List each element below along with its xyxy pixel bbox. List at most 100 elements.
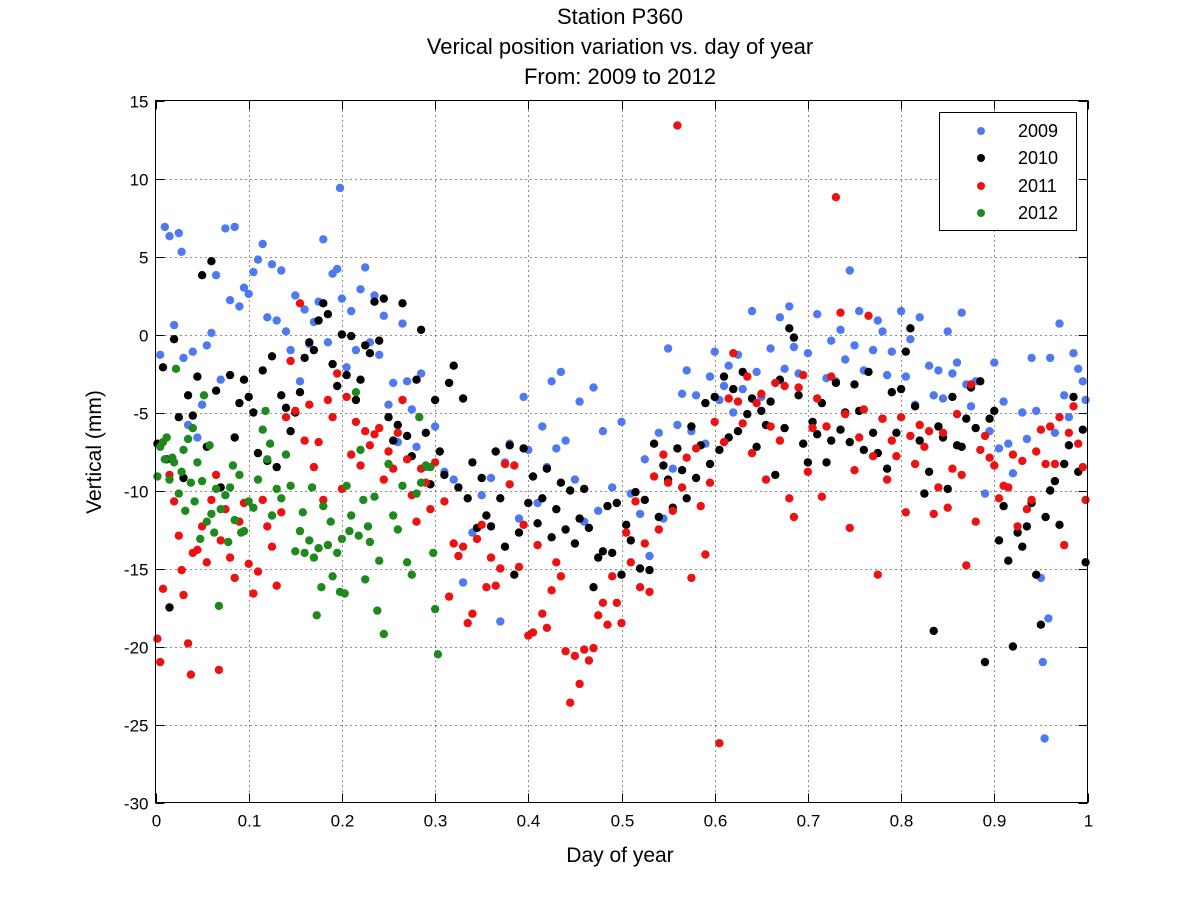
data-point-2012 [272, 484, 281, 494]
data-point-2009 [752, 367, 761, 377]
data-point-2012 [281, 450, 291, 459]
data-point-2010 [188, 411, 197, 420]
data-point-2011 [510, 461, 519, 470]
series-2012 [153, 364, 443, 659]
y-tick-label: 10 [130, 171, 149, 190]
data-point-2009 [719, 381, 729, 391]
legend-marker-2010 [977, 154, 985, 162]
data-point-2011 [901, 508, 910, 517]
data-point-2009 [221, 224, 230, 233]
data-point-2010 [566, 486, 575, 495]
data-point-2011 [626, 558, 635, 567]
data-point-2009 [896, 306, 906, 316]
data-point-2011 [654, 525, 663, 534]
data-point-2012 [177, 467, 186, 476]
legend: 2009 2010 2011 2012 [939, 112, 1077, 231]
data-point-2011 [868, 452, 878, 461]
data-point-2010 [603, 501, 612, 511]
data-point-2010 [766, 397, 775, 406]
data-point-2011 [556, 572, 566, 581]
data-point-2011 [300, 436, 309, 445]
data-point-2011 [663, 478, 673, 487]
legend-marker-2011 [977, 182, 985, 190]
data-point-2010 [673, 444, 682, 453]
data-point-2010 [477, 473, 486, 483]
data-point-2011 [715, 739, 724, 748]
data-point-2011 [375, 423, 384, 433]
data-point-2011 [603, 620, 612, 629]
data-point-2009 [1040, 734, 1049, 743]
data-point-2010 [375, 336, 384, 345]
data-point-2011 [673, 121, 682, 130]
chart-title-line-2: Verical position variation vs. day of ye… [427, 34, 813, 59]
data-point-2012 [412, 489, 421, 498]
data-point-2011 [440, 497, 449, 506]
data-point-2010 [314, 316, 323, 325]
data-point-2011 [491, 581, 500, 590]
series-2010 [153, 257, 1090, 667]
data-point-2012 [319, 501, 328, 511]
data-point-2011 [351, 417, 361, 427]
data-point-2011 [710, 417, 719, 427]
data-point-2011 [677, 483, 687, 492]
data-point-2010 [896, 384, 906, 394]
data-point-2011 [882, 475, 892, 484]
data-point-2009 [347, 306, 356, 316]
data-point-2012 [221, 491, 230, 500]
series-2011 [153, 121, 1090, 748]
y-tick-label: -20 [124, 639, 149, 658]
data-point-2009 [1074, 364, 1083, 373]
data-point-2011 [1008, 450, 1018, 459]
x-tick-label: 1 [1084, 812, 1093, 831]
data-point-2011 [1074, 439, 1083, 448]
data-point-2012 [162, 433, 171, 442]
data-point-2010 [980, 657, 990, 667]
data-point-2011 [724, 394, 733, 403]
data-point-2009 [263, 313, 272, 322]
data-point-2010 [547, 533, 556, 542]
legend-label-2009: 2009 [1018, 121, 1058, 141]
data-point-2009 [924, 361, 934, 370]
data-point-2011 [850, 466, 859, 475]
data-point-2010 [524, 498, 533, 508]
data-point-2009 [197, 400, 207, 409]
data-point-2009 [570, 475, 580, 484]
data-point-2011 [757, 389, 766, 398]
data-point-2010 [482, 511, 491, 520]
data-point-2012 [267, 511, 277, 520]
data-point-2010 [575, 514, 584, 523]
data-point-2011 [878, 414, 887, 423]
data-point-2009 [943, 327, 952, 336]
data-point-2009 [412, 442, 421, 451]
data-point-2011 [533, 540, 542, 550]
data-point-2011 [305, 400, 314, 409]
data-point-2010 [994, 536, 1004, 545]
data-point-2009 [575, 397, 584, 406]
data-point-2012 [211, 484, 221, 494]
data-point-2010 [398, 299, 407, 308]
data-point-2012 [328, 572, 337, 581]
data-point-2010 [286, 427, 295, 436]
data-point-2012 [314, 544, 323, 553]
data-point-2010 [580, 484, 589, 494]
data-point-2010 [827, 436, 836, 445]
data-point-2011 [370, 430, 379, 439]
data-point-2010 [347, 331, 356, 341]
data-point-2011 [645, 587, 654, 597]
data-point-2010 [691, 473, 701, 483]
data-point-2010 [808, 417, 817, 427]
data-point-2011 [468, 609, 477, 618]
data-point-2009 [351, 345, 361, 355]
data-point-2011 [934, 483, 943, 492]
data-point-2011 [1064, 428, 1074, 437]
data-point-2009 [514, 514, 524, 523]
data-point-2011 [1078, 462, 1088, 472]
data-point-2009 [901, 372, 910, 381]
data-point-2010 [430, 395, 440, 405]
data-point-2010 [393, 420, 402, 430]
data-point-2010 [598, 547, 608, 556]
data-point-2010 [635, 564, 645, 573]
data-point-2011 [608, 572, 617, 581]
data-point-2011 [249, 589, 258, 598]
data-point-2010 [617, 570, 626, 579]
